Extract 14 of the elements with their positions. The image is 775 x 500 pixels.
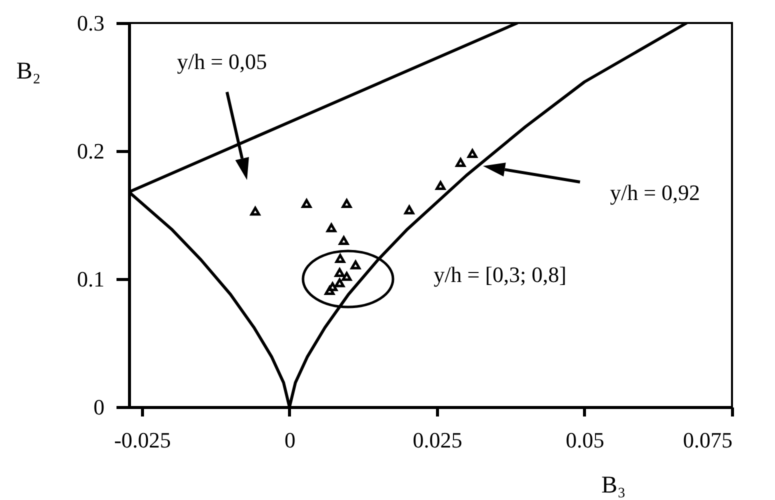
y-axis-title: B₂ xyxy=(16,58,41,84)
y-tick-label: 0 xyxy=(94,394,104,420)
x-tick-label: -0.025 xyxy=(114,428,171,452)
annotation: y/h = 0,05 xyxy=(176,49,268,74)
x-tick-label: 0.025 xyxy=(412,428,462,452)
y-tick-label: 0.1 xyxy=(77,266,104,292)
x-axis-title: B₃ xyxy=(601,472,626,498)
annotation: y/h = [0,3; 0,8] xyxy=(434,262,566,287)
x-tick-label: 0 xyxy=(284,428,296,452)
x-tick-label: 0.075 xyxy=(683,428,732,452)
annotation: y/h = 0,92 xyxy=(610,180,700,205)
x-tick-label: 0.05 xyxy=(566,428,604,452)
y-tick-label: 0.3 xyxy=(77,10,104,36)
y-tick-label: 0.2 xyxy=(77,138,104,164)
